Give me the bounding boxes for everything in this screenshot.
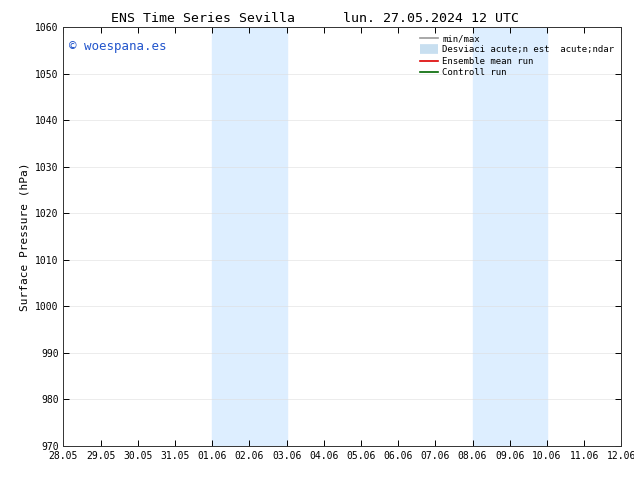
Bar <box>472 27 547 446</box>
Text: © woespana.es: © woespana.es <box>69 40 167 52</box>
Y-axis label: Surface Pressure (hPa): Surface Pressure (hPa) <box>20 162 30 311</box>
Text: ENS Time Series Sevilla: ENS Time Series Sevilla <box>111 12 295 25</box>
Legend: min/max, Desviaci acute;n est  acute;ndar, Ensemble mean run, Controll run: min/max, Desviaci acute;n est acute;ndar… <box>418 31 617 80</box>
Text: lun. 27.05.2024 12 UTC: lun. 27.05.2024 12 UTC <box>343 12 519 25</box>
Bar <box>212 27 287 446</box>
